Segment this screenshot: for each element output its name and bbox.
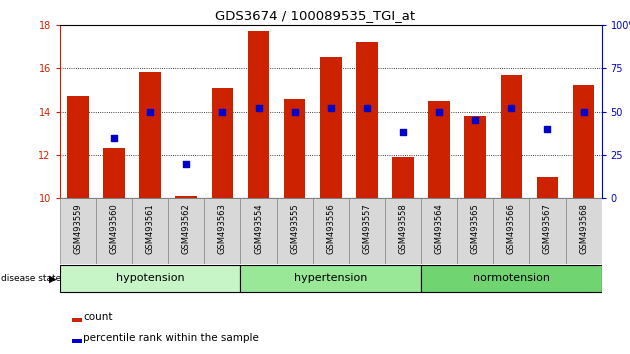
Text: ▶: ▶ xyxy=(49,274,57,284)
Text: count: count xyxy=(83,312,113,322)
Bar xyxy=(132,198,168,264)
Text: GSM493562: GSM493562 xyxy=(182,204,191,254)
Bar xyxy=(493,198,529,264)
Bar xyxy=(241,265,421,292)
Point xyxy=(290,109,300,114)
Bar xyxy=(204,198,241,264)
Text: GSM493556: GSM493556 xyxy=(326,204,335,254)
Bar xyxy=(421,198,457,264)
Text: GSM493560: GSM493560 xyxy=(110,204,118,254)
Text: GSM493563: GSM493563 xyxy=(218,204,227,255)
Text: GSM493566: GSM493566 xyxy=(507,204,516,255)
Bar xyxy=(241,198,277,264)
Bar xyxy=(392,157,414,198)
Bar xyxy=(212,88,233,198)
Point xyxy=(109,135,119,140)
Text: GSM493554: GSM493554 xyxy=(254,204,263,254)
Point xyxy=(542,126,553,132)
Bar xyxy=(96,198,132,264)
Point xyxy=(507,105,517,111)
Bar xyxy=(566,198,602,264)
Point xyxy=(253,105,263,111)
Bar xyxy=(60,265,241,292)
Text: GSM493565: GSM493565 xyxy=(471,204,479,254)
Point xyxy=(362,105,372,111)
Bar xyxy=(248,31,270,198)
Text: GSM493558: GSM493558 xyxy=(399,204,408,254)
Bar xyxy=(168,198,204,264)
Bar xyxy=(277,198,312,264)
Bar xyxy=(349,198,385,264)
Text: GSM493564: GSM493564 xyxy=(435,204,444,254)
Bar xyxy=(529,198,566,264)
Bar xyxy=(421,265,602,292)
Text: hypertension: hypertension xyxy=(294,273,367,283)
Point xyxy=(398,130,408,135)
Bar xyxy=(175,196,197,198)
Point xyxy=(326,105,336,111)
Bar xyxy=(72,339,82,343)
Bar xyxy=(60,198,96,264)
Text: GSM493568: GSM493568 xyxy=(579,204,588,255)
Text: normotension: normotension xyxy=(473,273,550,283)
Bar xyxy=(573,85,595,198)
Bar xyxy=(356,42,378,198)
Bar xyxy=(139,73,161,198)
Bar xyxy=(320,57,341,198)
Point xyxy=(181,161,192,166)
Text: GSM493567: GSM493567 xyxy=(543,204,552,255)
Text: GSM493555: GSM493555 xyxy=(290,204,299,254)
Point xyxy=(145,109,155,114)
Text: hypotension: hypotension xyxy=(116,273,185,283)
Bar xyxy=(72,318,82,322)
Text: GDS3674 / 100089535_TGI_at: GDS3674 / 100089535_TGI_at xyxy=(215,9,415,22)
Bar xyxy=(500,75,522,198)
Bar xyxy=(428,101,450,198)
Text: GSM493557: GSM493557 xyxy=(362,204,371,254)
Bar xyxy=(284,98,306,198)
Text: disease state: disease state xyxy=(1,274,62,283)
Bar xyxy=(457,198,493,264)
Point xyxy=(434,109,444,114)
Point xyxy=(578,109,588,114)
Bar xyxy=(537,177,558,198)
Bar xyxy=(67,96,89,198)
Bar xyxy=(103,148,125,198)
Text: percentile rank within the sample: percentile rank within the sample xyxy=(83,333,260,343)
Text: GSM493561: GSM493561 xyxy=(146,204,154,254)
Point xyxy=(470,118,480,123)
Bar xyxy=(385,198,421,264)
Text: GSM493559: GSM493559 xyxy=(74,204,83,254)
Bar xyxy=(464,116,486,198)
Point xyxy=(217,109,227,114)
Bar xyxy=(312,198,349,264)
